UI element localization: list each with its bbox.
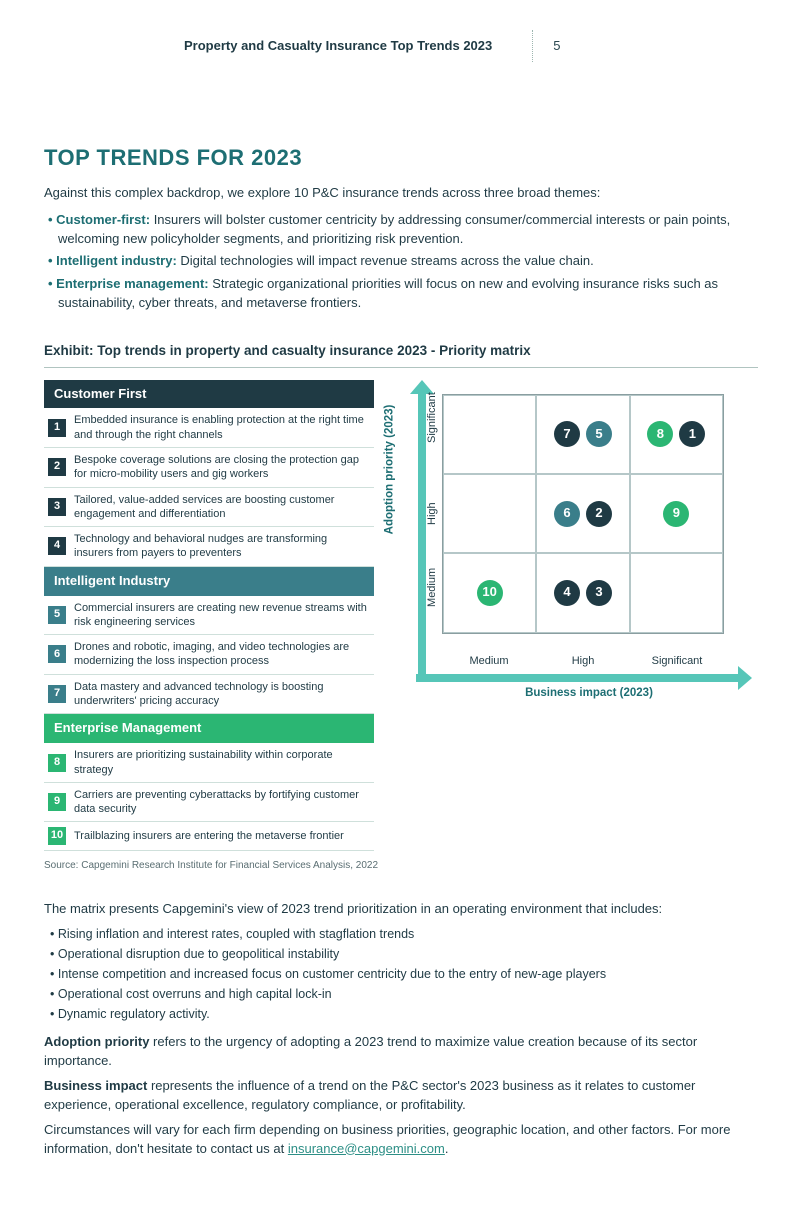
x-axis-label: Business impact (2023): [384, 685, 744, 702]
exhibit-rule: [44, 367, 758, 368]
y-tick-medium: Medium: [425, 592, 441, 606]
y-tick-significant: Significant: [425, 428, 441, 442]
trend-item: 7 Data mastery and advanced technology is…: [44, 675, 374, 715]
matrix-cell: 43: [536, 553, 629, 632]
trend-number: 6: [48, 645, 66, 663]
priority-matrix: Adoption priority (2023) Business impact…: [384, 380, 744, 700]
exhibit: Customer First 1 Embedded insurance is ena…: [44, 380, 758, 852]
closing: Circumstances will vary for each firm de…: [44, 1121, 758, 1159]
section-title: TOP TRENDS FOR 2023: [44, 142, 758, 174]
theme-item: • Customer-first: Insurers will bolster …: [48, 211, 758, 249]
def-impact-label: Business impact: [44, 1078, 147, 1093]
matrix-bubble: 10: [477, 580, 503, 606]
x-tick-high: High: [536, 654, 630, 670]
trend-text: Bespoke coverage solutions are closing t…: [74, 453, 374, 482]
themes-list: • Customer-first: Insurers will bolster …: [48, 211, 758, 313]
contact-email[interactable]: insurance@capgemini.com: [288, 1141, 445, 1156]
intro-text: Against this complex backdrop, we explor…: [44, 184, 758, 203]
trend-number: 4: [48, 537, 66, 555]
trend-number: 10: [48, 827, 66, 845]
trend-item: 6 Drones and robotic, imaging, and video …: [44, 635, 374, 675]
y-axis-arrow: [414, 388, 424, 678]
environment-item: • Dynamic regulatory activity.: [50, 1005, 758, 1023]
environment-item: • Operational cost overruns and high cap…: [50, 985, 758, 1003]
trend-number: 2: [48, 458, 66, 476]
matrix-bubble: 2: [586, 501, 612, 527]
exhibit-title: Exhibit: Top trends in property and casu…: [44, 341, 758, 361]
trend-text: Embedded insurance is enabling protectio…: [74, 413, 374, 442]
trend-number: 3: [48, 498, 66, 516]
def-adoption: Adoption priority refers to the urgency …: [44, 1033, 758, 1071]
trend-text: Tailored, value-added services are boost…: [74, 493, 374, 522]
trend-item: 1 Embedded insurance is enabling protecti…: [44, 408, 374, 448]
trend-number: 8: [48, 754, 66, 772]
matrix-bubble: 4: [554, 580, 580, 606]
trend-item: 4 Technology and behavioral nudges are tr…: [44, 527, 374, 567]
category-header: Customer First: [44, 380, 374, 409]
category-header: Enterprise Management: [44, 714, 374, 743]
matrix-bubble: 6: [554, 501, 580, 527]
trend-item: 8 Insurers are prioritizing sustainabilit…: [44, 743, 374, 783]
environment-list: • Rising inflation and interest rates, c…: [50, 925, 758, 1024]
trend-text: Drones and robotic, imaging, and video t…: [74, 640, 374, 669]
doc-title: Property and Casualty Insurance Top Tren…: [184, 37, 512, 56]
x-tick-medium: Medium: [442, 654, 536, 670]
trend-text: Data mastery and advanced technology is …: [74, 680, 374, 709]
matrix-cell: [443, 474, 536, 553]
trend-number: 9: [48, 793, 66, 811]
matrix-cell: 81: [630, 395, 723, 474]
def-impact: Business impact represents the influence…: [44, 1077, 758, 1115]
y-axis-label: Adoption priority (2023): [382, 404, 399, 534]
def-adoption-label: Adoption priority: [44, 1034, 149, 1049]
theme-item: • Intelligent industry: Digital technolo…: [48, 252, 758, 271]
trend-item: 10 Trailblazing insurers are entering the…: [44, 822, 374, 851]
header-divider: [532, 30, 533, 62]
trend-number: 1: [48, 419, 66, 437]
matrix-cell: 10: [443, 553, 536, 632]
matrix-bubble: 5: [586, 421, 612, 447]
trend-item: 5 Commercial insurers are creating new re…: [44, 596, 374, 636]
theme-item: • Enterprise management: Strategic organ…: [48, 275, 758, 313]
x-axis-line: [416, 674, 744, 682]
trend-item: 9 Carriers are preventing cyberattacks by…: [44, 783, 374, 823]
trend-text: Commercial insurers are creating new rev…: [74, 601, 374, 630]
trend-text: Trailblazing insurers are entering the m…: [74, 829, 350, 843]
trend-item: 2 Bespoke coverage solutions are closing …: [44, 448, 374, 488]
matrix-grid: 75816291043: [442, 394, 724, 634]
page-header: Property and Casualty Insurance Top Tren…: [44, 30, 758, 62]
exhibit-source: Source: Capgemini Research Institute for…: [44, 859, 758, 874]
matrix-bubble: 3: [586, 580, 612, 606]
trend-text: Insurers are prioritizing sustainability…: [74, 748, 374, 777]
environment-item: • Operational disruption due to geopolit…: [50, 945, 758, 963]
matrix-bubble: 1: [679, 421, 705, 447]
matrix-bubble: 7: [554, 421, 580, 447]
matrix-cell: 62: [536, 474, 629, 553]
matrix-cell: 9: [630, 474, 723, 553]
trend-list: Customer First 1 Embedded insurance is ena…: [44, 380, 374, 852]
trend-number: 7: [48, 685, 66, 703]
trend-text: Carriers are preventing cyberattacks by …: [74, 788, 374, 817]
x-tick-significant: Significant: [630, 654, 724, 670]
environment-item: • Intense competition and increased focu…: [50, 965, 758, 983]
matrix-cell: 75: [536, 395, 629, 474]
matrix-bubble: 8: [647, 421, 673, 447]
trend-item: 3 Tailored, value-added services are boos…: [44, 488, 374, 528]
closing-post: .: [445, 1141, 449, 1156]
matrix-bubble: 9: [663, 501, 689, 527]
matrix-cell: [630, 553, 723, 632]
page-number: 5: [553, 37, 560, 56]
category-header: Intelligent Industry: [44, 567, 374, 596]
matrix-cell: [443, 395, 536, 474]
x-axis-arrow: [416, 672, 744, 682]
body-after-exhibit: The matrix presents Capgemini's view of …: [44, 900, 758, 1159]
environment-item: • Rising inflation and interest rates, c…: [50, 925, 758, 943]
y-tick-high: High: [425, 510, 441, 524]
trend-text: Technology and behavioral nudges are tra…: [74, 532, 374, 561]
after-intro: The matrix presents Capgemini's view of …: [44, 900, 758, 919]
trend-number: 5: [48, 606, 66, 624]
